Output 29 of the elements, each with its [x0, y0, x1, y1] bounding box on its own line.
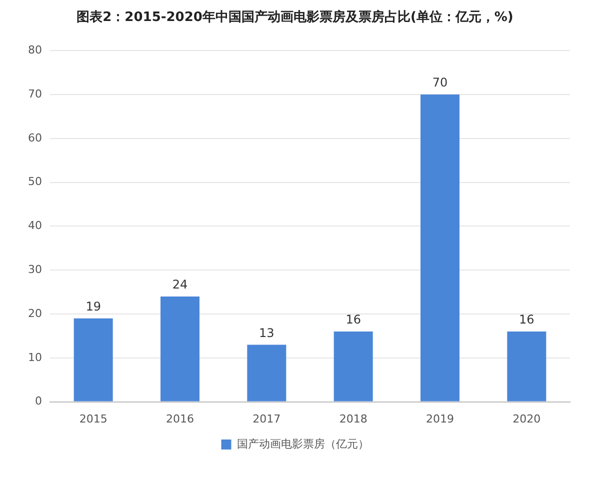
y-tick-label: 30	[28, 262, 42, 276]
bar	[74, 318, 113, 402]
y-tick-label: 10	[28, 350, 42, 364]
y-tick-label: 80	[28, 43, 42, 56]
x-tick-label: 2016	[166, 412, 194, 426]
data-label: 24	[172, 278, 188, 292]
bar	[160, 296, 200, 402]
bar	[334, 332, 373, 402]
data-label: 16	[346, 312, 361, 327]
x-tick-label: 2017	[252, 412, 281, 426]
y-tick-label: 40	[28, 219, 42, 232]
legend-label: 国产动画电影票房（亿元）	[236, 437, 369, 450]
y-tick-label: 50	[28, 175, 42, 188]
chart-title: 图表2：2015-2020年中国国产动画电影票房及票房占比(单位：亿元，%)	[76, 9, 514, 26]
data-label: 70	[432, 76, 448, 90]
bar	[507, 332, 546, 402]
data-label: 16	[519, 312, 534, 327]
x-tick-label: 2019	[426, 412, 454, 426]
bar	[247, 344, 286, 402]
y-tick-label: 60	[28, 131, 42, 144]
y-tick-label: 0	[34, 394, 42, 408]
y-tick-label: 20	[28, 306, 42, 320]
bar	[420, 94, 460, 402]
data-label: 19	[86, 300, 101, 314]
x-tick-label: 2020	[512, 412, 541, 426]
x-tick-label: 2018	[339, 412, 368, 426]
x-tick-label: 2015	[79, 412, 108, 426]
y-tick-label: 70	[28, 87, 42, 100]
data-label: 13	[259, 326, 274, 340]
